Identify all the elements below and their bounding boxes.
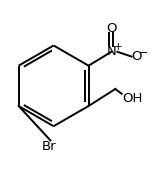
- Text: Br: Br: [42, 140, 56, 153]
- Text: N: N: [106, 45, 116, 58]
- Text: O: O: [106, 22, 117, 35]
- Text: OH: OH: [122, 92, 143, 105]
- Text: O: O: [131, 50, 142, 63]
- Text: −: −: [139, 48, 148, 58]
- Text: +: +: [114, 42, 123, 52]
